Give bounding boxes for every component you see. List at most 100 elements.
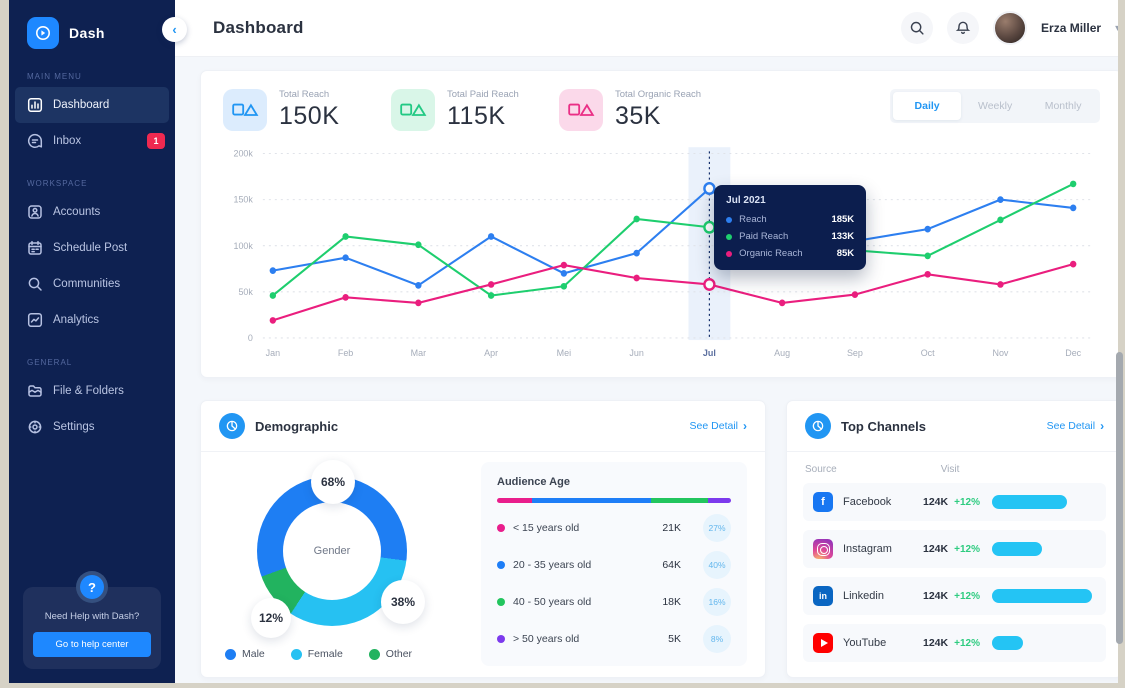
paid-reach-dot-icon xyxy=(726,233,733,240)
logo: Dash xyxy=(9,0,175,52)
age-dot-icon xyxy=(497,597,505,606)
tab-monthly[interactable]: Monthly xyxy=(1029,92,1097,120)
tab-weekly[interactable]: Weekly xyxy=(961,92,1029,120)
gear-icon xyxy=(27,419,43,435)
sidebar-item-file-folders[interactable]: File & Folders xyxy=(9,373,175,409)
sidebar-item-analytics[interactable]: Analytics xyxy=(9,302,175,338)
sidebar-item-label: Communities xyxy=(53,278,121,290)
age-bar-segment xyxy=(532,498,652,503)
age-pct-badge: 27% xyxy=(703,513,731,542)
magnifier-icon xyxy=(27,276,43,292)
age-pct-badge: 40% xyxy=(703,550,731,579)
help-text: Need Help with Dash? xyxy=(44,611,140,622)
sidebar-item-dashboard[interactable]: Dashboard xyxy=(15,87,169,123)
age-bar-segment xyxy=(651,498,708,503)
sidebar-section-label: Workspace xyxy=(27,179,88,188)
folder-icon xyxy=(27,383,43,399)
square-triangle-icon xyxy=(559,89,603,131)
notifications-button[interactable] xyxy=(947,12,980,44)
top-channels-see-detail-link[interactable]: See Detail › xyxy=(1046,419,1105,433)
vertical-scrollbar[interactable] xyxy=(1116,352,1123,644)
sidebar-section-label: General xyxy=(27,358,73,367)
logo-text: Dash xyxy=(69,24,105,41)
channel-row-youtube[interactable]: YouTube 124K +12% xyxy=(803,624,1107,662)
calendar-icon xyxy=(27,240,43,256)
svg-text:Mei: Mei xyxy=(557,348,571,358)
page-title: Dashboard xyxy=(213,18,304,37)
help-question-icon: ? xyxy=(76,571,108,603)
age-row: > 50 years old 5K 8% xyxy=(497,620,731,657)
square-triangle-icon xyxy=(391,89,435,131)
visits-bar xyxy=(992,495,1096,509)
sidebar-item-inbox[interactable]: Inbox 1 xyxy=(9,123,175,159)
chart-tooltip: Jul 2021 Reach 185K Paid Reach 133K Organi… xyxy=(714,185,867,270)
sidebar: Dash MAIN MENU Dashboard Inbox 1 Workspace Ac… xyxy=(9,0,175,683)
svg-text:Jul: Jul xyxy=(703,348,716,358)
chevron-right-icon: › xyxy=(1100,419,1105,433)
sidebar-item-label: Accounts xyxy=(53,206,101,218)
sidebar-item-label: Settings xyxy=(53,421,95,433)
user-avatar[interactable] xyxy=(993,11,1028,45)
channels-column-headers: Source Visit xyxy=(805,464,960,475)
audience-age-panel: Audience Age < 15 years old 21K 27% 20 - 35… xyxy=(481,462,747,666)
female-pct-badge: 38% xyxy=(381,580,425,624)
sidebar-item-label: Schedule Post xyxy=(53,242,128,254)
period-tabs: Daily Weekly Monthly xyxy=(890,89,1101,123)
sidebar-item-label: Analytics xyxy=(53,314,100,326)
stat-total-organic-reach: Total Organic Reach 35K xyxy=(559,89,727,131)
male-pct-badge: 68% xyxy=(311,460,355,504)
user-menu-chevron-down-icon[interactable]: ▾ xyxy=(1115,22,1118,34)
svg-text:Jun: Jun xyxy=(629,348,643,358)
inbox-icon xyxy=(27,133,43,149)
channel-row-linkedin[interactable]: in Linkedin 124K +12% xyxy=(803,577,1107,615)
age-dot-icon xyxy=(497,523,505,532)
svg-text:Oct: Oct xyxy=(921,348,935,358)
sidebar-item-label: File & Folders xyxy=(53,385,124,397)
reach-overview-card: Total Reach 150K Total Paid Reach 115K Total… xyxy=(200,70,1118,378)
sidebar-item-label: Dashboard xyxy=(53,99,110,111)
sidebar-collapse-button[interactable]: ‹ xyxy=(162,17,187,42)
search-icon xyxy=(910,21,924,35)
svg-text:0: 0 xyxy=(248,333,253,343)
sidebar-item-label: Inbox xyxy=(53,135,82,147)
tab-daily[interactable]: Daily xyxy=(893,92,962,120)
reach-line-chart[interactable]: 200k 150k 100k 50k 0 Jan Feb Mar Apr Mei Jun Jul Aug… xyxy=(223,143,1100,361)
stat-total-paid-reach: Total Paid Reach 115K xyxy=(391,89,559,131)
inbox-badge: 1 xyxy=(147,133,165,149)
top-channels-title: Top Channels xyxy=(841,418,926,434)
sidebar-item-settings[interactable]: Settings xyxy=(9,409,175,445)
other-pct-badge: 12% xyxy=(251,598,291,638)
search-button[interactable] xyxy=(901,12,934,44)
dashboard-icon xyxy=(27,97,43,113)
legend-dot-icon xyxy=(290,648,302,660)
audience-age-title: Audience Age xyxy=(497,476,570,488)
svg-text:Nov: Nov xyxy=(992,348,1008,358)
channel-row-facebook[interactable]: f Facebook 124K +12% xyxy=(803,483,1107,521)
age-dot-icon xyxy=(497,634,505,643)
age-row: 40 - 50 years old 18K 16% xyxy=(497,583,731,620)
age-row: < 15 years old 21K 27% xyxy=(497,509,731,546)
channel-row-instagram[interactable]: Instagram 124K +12% xyxy=(803,530,1107,568)
age-row: 20 - 35 years old 64K 40% xyxy=(497,546,731,583)
sidebar-item-accounts[interactable]: Accounts xyxy=(9,194,175,230)
demographic-see-detail-link[interactable]: See Detail › xyxy=(689,419,747,433)
gender-legend: Male Female Other xyxy=(225,648,412,660)
content: Total Reach 150K Total Paid Reach 115K Total… xyxy=(175,57,1118,683)
dash-logo-icon xyxy=(27,16,59,49)
visits-bar xyxy=(992,636,1096,650)
legend-other: Other xyxy=(368,648,412,660)
sidebar-item-schedule-post[interactable]: Schedule Post xyxy=(9,230,175,266)
linkedin-icon: in xyxy=(813,586,833,606)
svg-text:Aug: Aug xyxy=(774,348,790,358)
svg-text:Apr: Apr xyxy=(484,348,498,358)
age-dot-icon xyxy=(497,560,505,569)
user-name: Erza Miller xyxy=(1041,21,1102,35)
gender-donut-chart: Gender 68% 38% 12% Male Female Other xyxy=(219,460,469,662)
stat-total-reach: Total Reach 150K xyxy=(223,89,391,131)
donut-ring: Gender xyxy=(257,476,407,626)
sidebar-item-communities[interactable]: Communities xyxy=(9,266,175,302)
help-center-button[interactable]: Go to help center xyxy=(33,632,151,657)
top-header: Dashboard Erza Miller ▾ xyxy=(175,0,1118,57)
svg-text:50k: 50k xyxy=(238,287,253,297)
